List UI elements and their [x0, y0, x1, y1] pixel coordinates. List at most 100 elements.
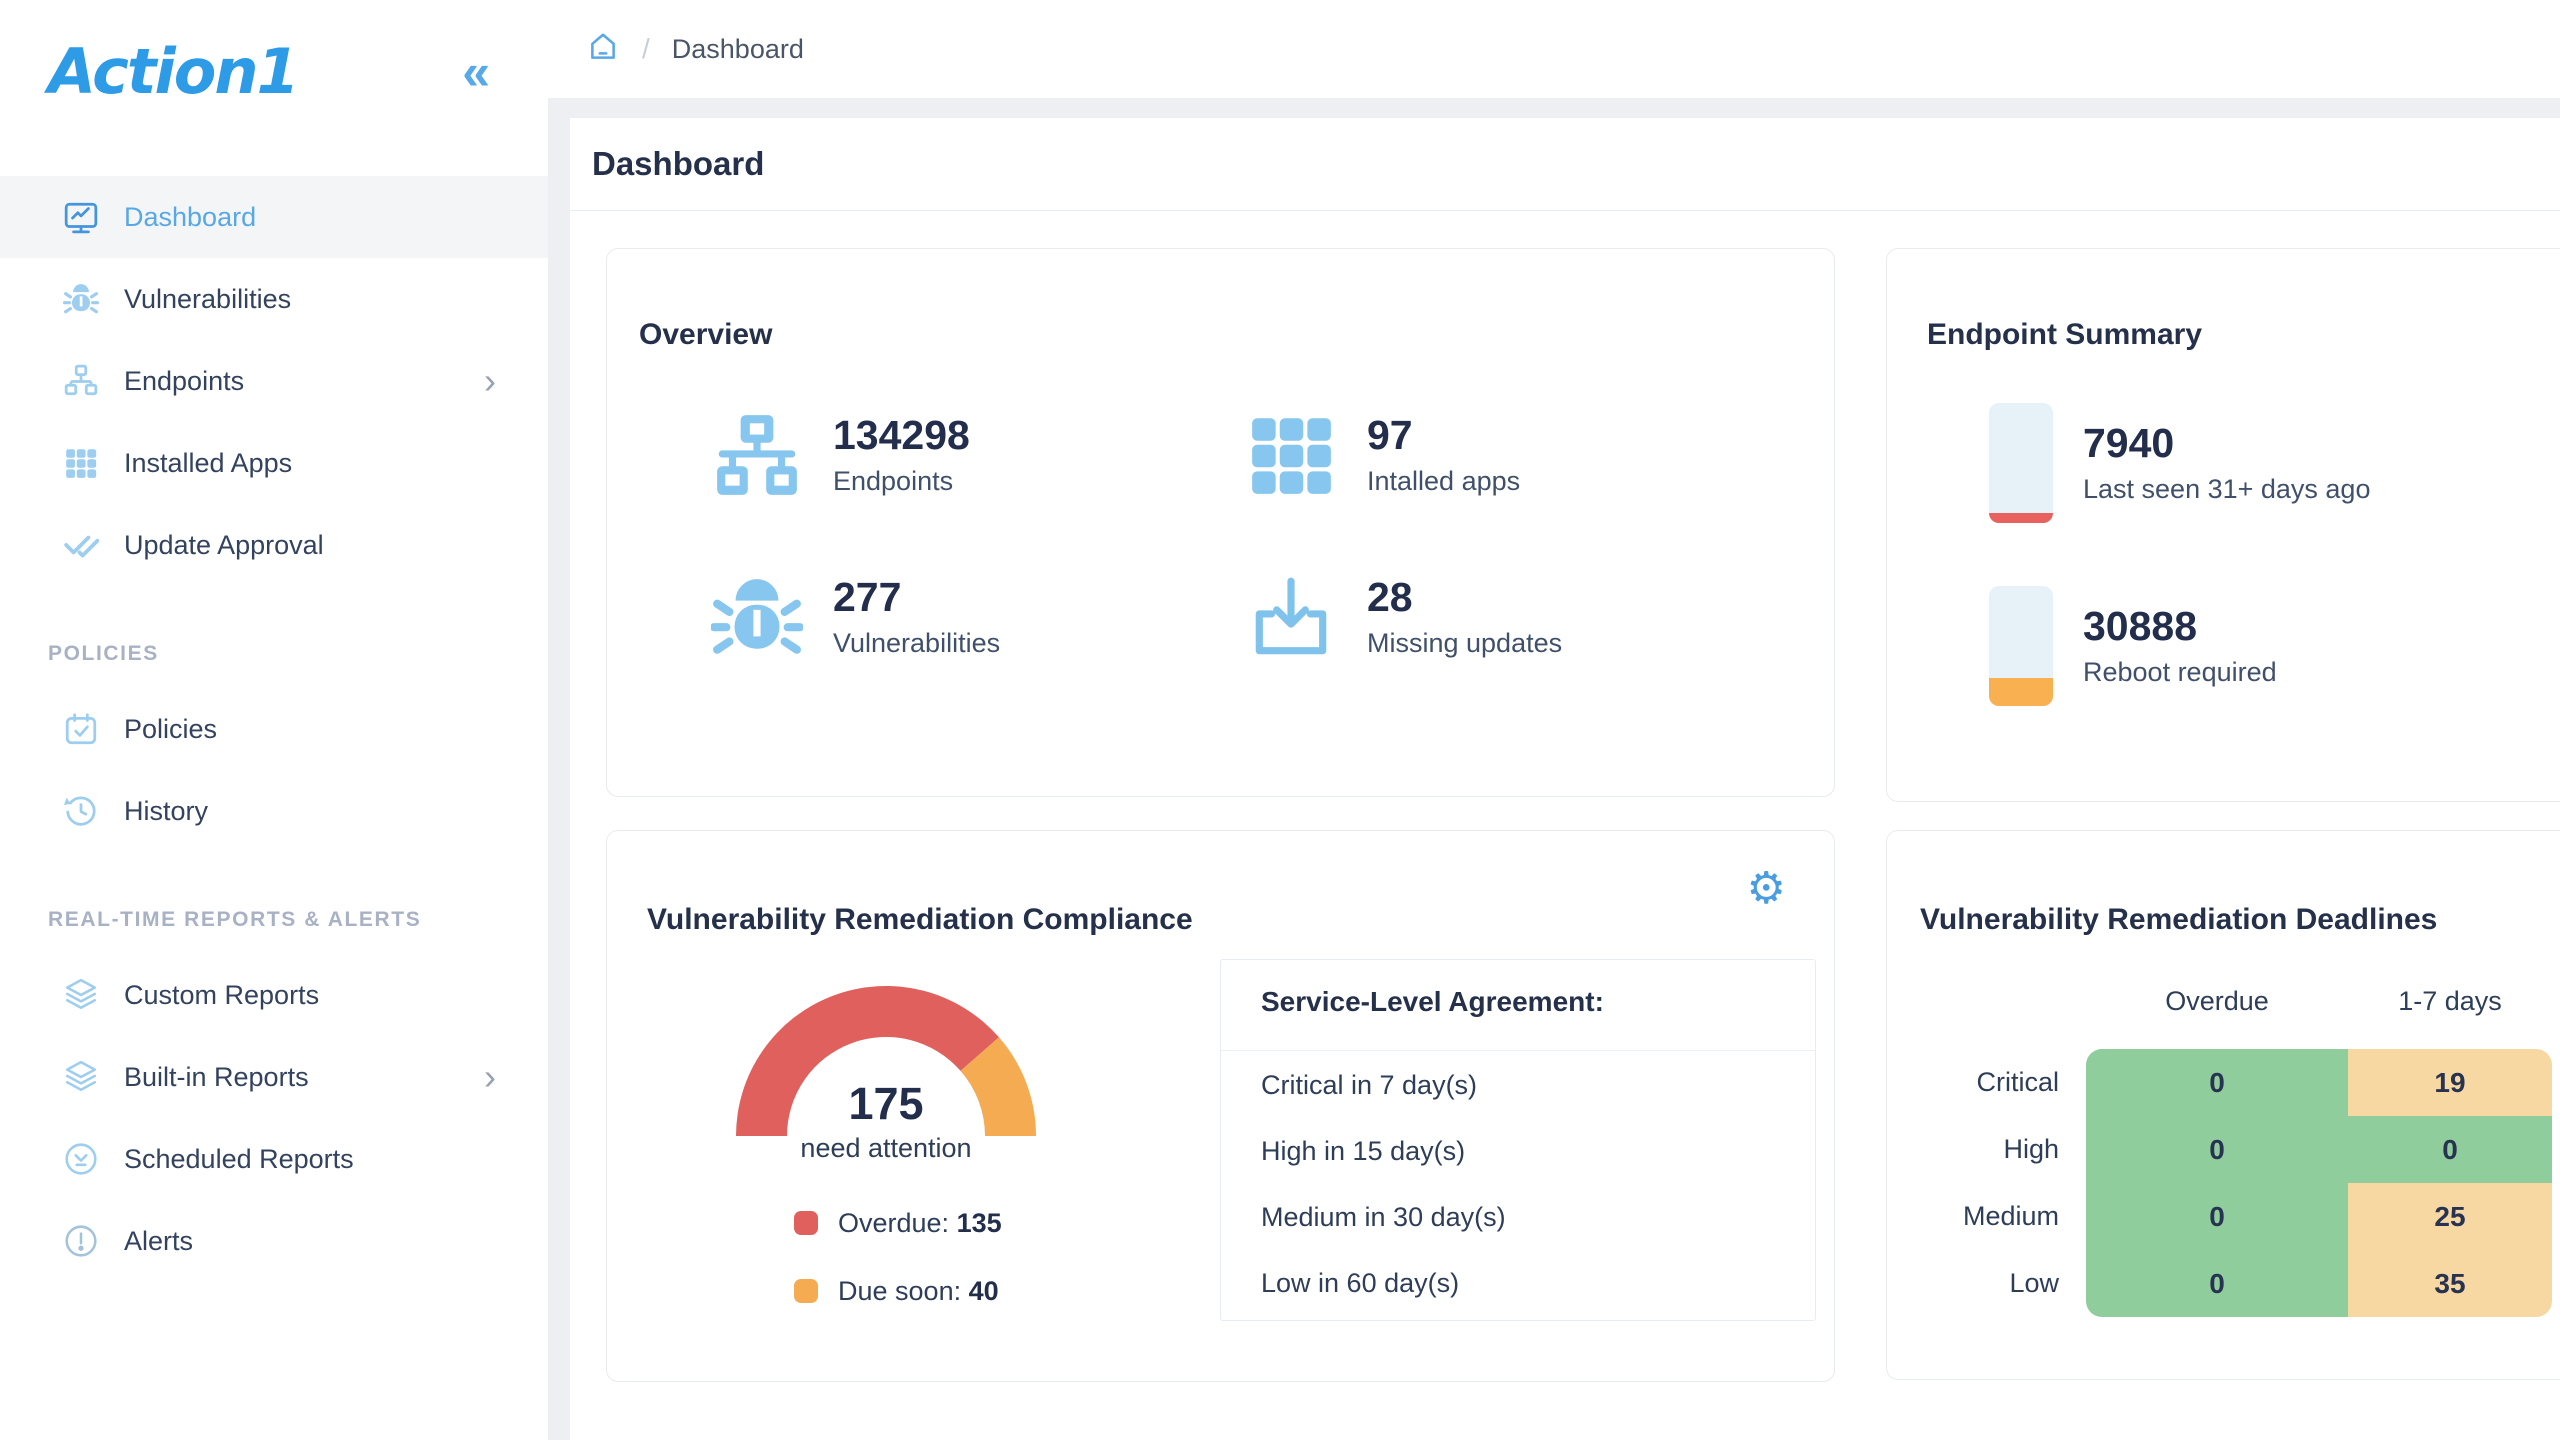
stat-label: Missing updates: [1367, 627, 1563, 658]
endpoint-summary-item-last-seen: 7940 Last seen 31+ days ago: [1989, 403, 2370, 523]
chevron-right-icon[interactable]: ›: [484, 1056, 496, 1097]
endpoint-summary-value: 7940: [2083, 420, 2175, 467]
sidebar-item-custom-reports[interactable]: Custom Reports: [0, 954, 548, 1036]
stat-value: 134298: [833, 412, 970, 459]
row-label-low: Low: [2009, 1268, 2059, 1298]
deadlines-table: 0 0 0 0 19 0 25 35: [2086, 1049, 2552, 1317]
bug-icon: [709, 571, 805, 663]
overview-stats: 134298 Endpoints: [709, 409, 1562, 663]
calendar-check-icon: [62, 710, 100, 748]
legend-swatch: [794, 1279, 818, 1303]
stat-installed-apps: 97 Intalled apps: [1245, 409, 1562, 501]
stat-value: 277: [833, 574, 902, 621]
column-header-overdue: Overdue: [2165, 986, 2269, 1016]
sla-item: Critical in 7 day(s): [1261, 1070, 1478, 1100]
sidebar-item-alerts[interactable]: Alerts: [0, 1200, 548, 1282]
row-label-high: High: [2003, 1134, 2059, 1164]
sidebar-item-endpoints[interactable]: Endpoints ›: [0, 340, 548, 422]
table-cell: 0: [2086, 1250, 2348, 1317]
endpoint-summary-label: Reboot required: [2083, 656, 2277, 687]
sidebar-header: Action1 «: [0, 0, 548, 114]
sidebar-item-label: Scheduled Reports: [124, 1143, 354, 1174]
sla-item: Medium in 30 day(s): [1261, 1202, 1506, 1232]
sla-item: High in 15 day(s): [1261, 1136, 1466, 1166]
gear-icon[interactable]: ⚙: [1746, 864, 1786, 913]
deadlines-row-labels: Critical High Medium Low: [1887, 1049, 2059, 1317]
home-icon[interactable]: [586, 30, 620, 69]
sla-panel: Service-Level Agreement: Critical in 7 d…: [1220, 959, 1816, 1321]
sidebar-item-label: History: [124, 795, 209, 826]
sidebar-item-label: Alerts: [124, 1225, 194, 1256]
deadlines-card-title: Vulnerability Remediation Deadlines: [1920, 902, 2438, 936]
sidebar-item-dashboard[interactable]: Dashboard: [0, 176, 548, 258]
sidebar-item-label: Endpoints: [124, 365, 245, 396]
legend-label: Overdue: 135: [838, 1207, 1002, 1238]
sidebar-item-vulnerabilities[interactable]: Vulnerabilities: [0, 258, 548, 340]
sidebar: Action1 « Dashboard: [0, 0, 548, 1440]
compliance-card: Vulnerability Remediation Compliance ⚙ 1…: [606, 830, 1835, 1382]
sidebar-item-builtin-reports[interactable]: Built-in Reports ›: [0, 1036, 548, 1118]
stat-value: 28: [1367, 574, 1413, 621]
history-icon: [62, 792, 100, 830]
sidebar-item-policies[interactable]: Policies: [0, 688, 548, 770]
overview-card-title: Overview: [639, 317, 773, 351]
bug-icon: [62, 280, 100, 318]
breadcrumb-separator: /: [642, 33, 650, 64]
deadlines-card: Vulnerability Remediation Deadlines Over…: [1886, 830, 2560, 1380]
table-cell: 19: [2348, 1049, 2552, 1116]
compliance-card-title: Vulnerability Remediation Compliance: [647, 902, 1193, 936]
layers-icon: [62, 976, 100, 1014]
legend-item-overdue: Overdue: 135: [794, 1207, 1002, 1239]
sidebar-item-update-approval[interactable]: Update Approval: [0, 504, 548, 586]
double-check-icon: [62, 526, 100, 564]
column-header-1-7-days: 1-7 days: [2398, 986, 2502, 1016]
endpoint-summary-value: 30888: [2083, 603, 2198, 650]
sidebar-item-history[interactable]: History: [0, 770, 548, 852]
sidebar-item-label: Vulnerabilities: [124, 283, 292, 314]
row-label-medium: Medium: [1962, 1201, 2059, 1231]
gauge-sublabel: need attention: [800, 1133, 972, 1163]
deadlines-column-1-7-days: 19 0 25 35: [2348, 1049, 2552, 1317]
stat-label: Endpoints: [833, 465, 954, 496]
stat-missing-updates: 28 Missing updates: [1245, 571, 1562, 663]
bar-fill: [1989, 513, 2053, 523]
compliance-gauge: 175: [726, 966, 1046, 1142]
table-cell: 25: [2348, 1183, 2552, 1250]
overview-card: Overview: [606, 248, 1835, 797]
sidebar-item-label: Built-in Reports: [124, 1061, 309, 1092]
endpoint-summary-label: Last seen 31+ days ago: [2083, 473, 2371, 504]
page-title: Dashboard: [570, 118, 2560, 211]
sidebar-item-scheduled-reports[interactable]: Scheduled Reports: [0, 1118, 548, 1200]
stat-endpoints: 134298 Endpoints: [711, 409, 1245, 501]
network-icon: [711, 409, 803, 501]
stat-label: Vulnerabilities: [833, 627, 1001, 658]
sla-heading: Service-Level Agreement:: [1261, 986, 1604, 1017]
endpoint-summary-card: Endpoint Summary 7940 Last seen 31+ days…: [1886, 248, 2560, 802]
table-cell: 0: [2086, 1049, 2348, 1116]
chevron-right-icon[interactable]: ›: [484, 360, 496, 401]
legend-label: Due soon: 40: [838, 1275, 999, 1306]
topbar: / Dashboard: [548, 0, 2560, 98]
bar-fill: [1989, 678, 2053, 706]
action1-logo[interactable]: Action1: [48, 35, 300, 108]
sidebar-collapse-icon[interactable]: «: [462, 44, 490, 100]
stat-vulnerabilities: 277 Vulnerabilities: [709, 571, 1245, 663]
legend-item-due-soon: Due soon: 40: [794, 1275, 1002, 1307]
alert-circle-icon: [62, 1222, 100, 1260]
sidebar-item-installed-apps[interactable]: Installed Apps: [0, 422, 548, 504]
stat-value: 97: [1367, 412, 1413, 459]
gauge-value: 175: [848, 1078, 924, 1129]
dashboard-monitor-icon: [62, 198, 100, 236]
table-cell: 0: [2348, 1116, 2552, 1183]
gauge-legend: Overdue: 135 Due soon: 40: [794, 1207, 1002, 1343]
vertical-bar-indicator: [1989, 403, 2053, 523]
sidebar-item-label: Policies: [124, 713, 218, 744]
apps-grid-icon: [1245, 409, 1337, 501]
stat-label: Intalled apps: [1367, 465, 1521, 496]
download-tray-icon: [1245, 571, 1337, 663]
network-icon: [62, 362, 100, 400]
table-cell: 0: [2086, 1116, 2348, 1183]
schedule-circle-icon: [62, 1140, 100, 1178]
sidebar-section-policies: POLICIES: [48, 642, 159, 665]
divider: [1221, 1050, 1815, 1051]
